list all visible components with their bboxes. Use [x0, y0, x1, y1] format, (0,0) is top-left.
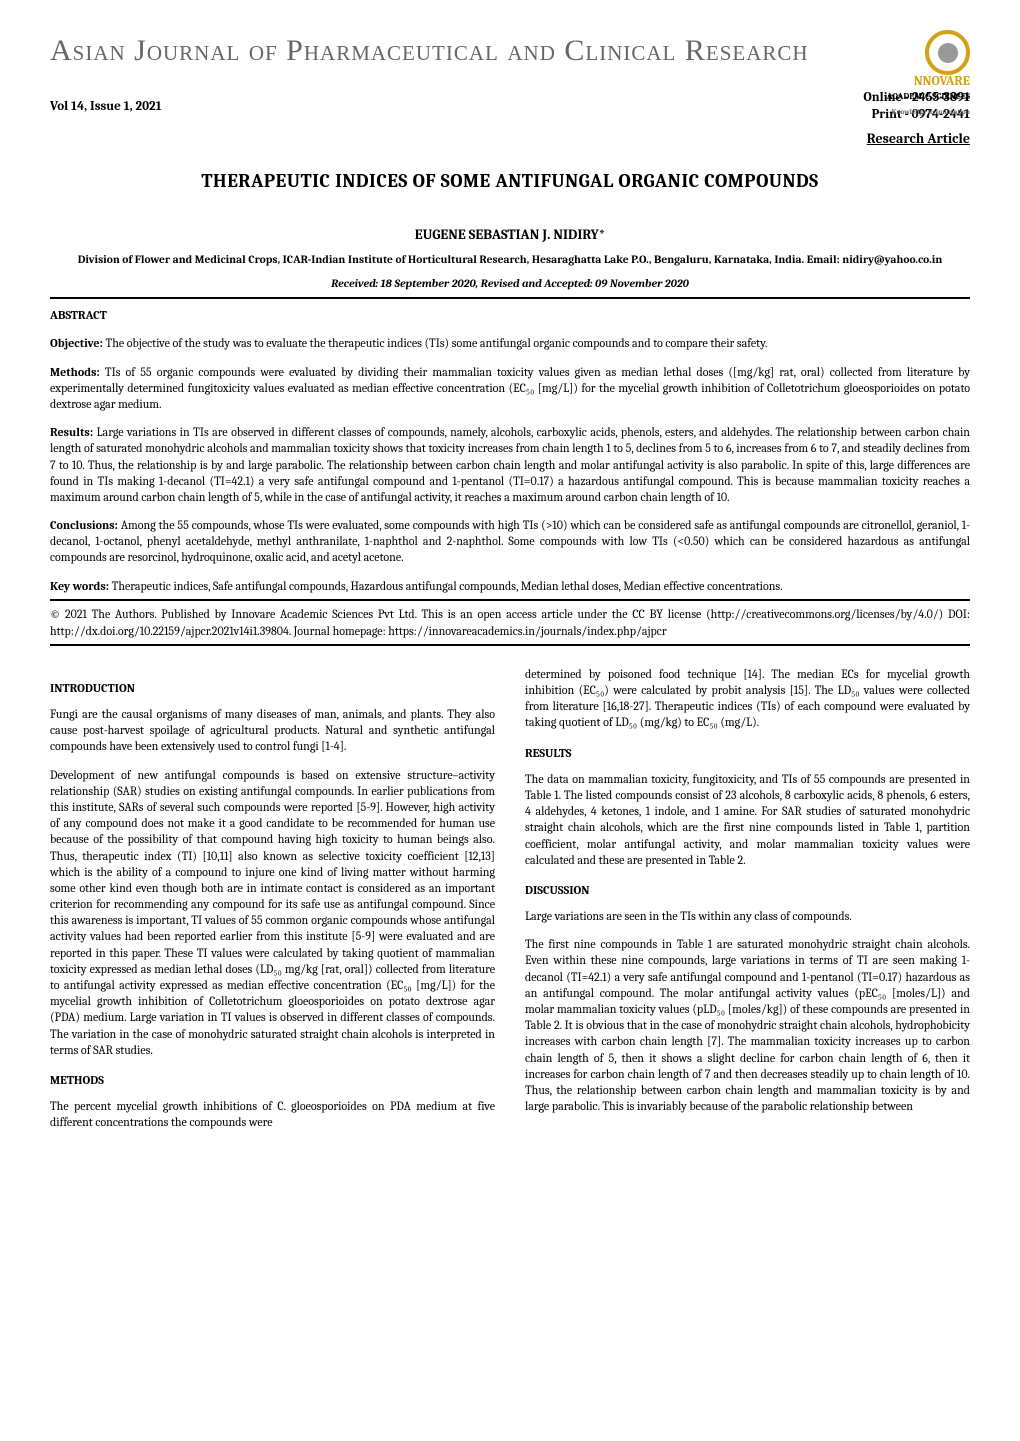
divider: [50, 599, 970, 601]
author-name: EUGENE SEBASTIAN J. NIDIRY*: [50, 225, 970, 245]
methods-paragraph: The percent mycelial growth inhibitions …: [50, 1098, 495, 1130]
license-text: © 2021 The Authors. Published by Innovar…: [50, 606, 970, 638]
journal-title: Asian Journal of Pharmaceutical and Clin…: [50, 30, 809, 72]
abstract-methods: Methods: TIs of 55 organic compounds wer…: [50, 364, 970, 413]
keywords: Key words: Therapeutic indices, Safe ant…: [50, 578, 970, 595]
abstract-results: Results: Large variations in TIs are obs…: [50, 424, 970, 505]
article-title: THERAPEUTIC INDICES OF SOME ANTIFUNGAL O…: [50, 168, 970, 195]
logo-icon: [925, 30, 970, 75]
intro-paragraph: Fungi are the causal organisms of many d…: [50, 706, 495, 755]
intro-paragraph: Development of new antifungal compounds …: [50, 767, 495, 1058]
results-heading: RESULTS: [525, 745, 970, 761]
divider: [50, 644, 970, 646]
logo-text: NNOVARE ACADEMIC SCIENCES Knowledge to I…: [887, 75, 970, 118]
article-type: Research Article: [50, 129, 970, 149]
discussion-paragraph: Large variations are seen in the TIs wit…: [525, 908, 970, 924]
abstract-objective: Objective: The objective of the study wa…: [50, 335, 970, 351]
results-paragraph: The data on mammalian toxicity, fungitox…: [525, 771, 970, 868]
methods-paragraph-cont: determined by poisoned food technique [1…: [525, 666, 970, 731]
right-column: determined by poisoned food technique [1…: [525, 666, 970, 1143]
article-dates: Received: 18 September 2020, Revised and…: [50, 276, 970, 292]
introduction-heading: INTRODUCTION: [50, 680, 495, 696]
discussion-paragraph: The first nine compounds in Table 1 are …: [525, 936, 970, 1114]
abstract-heading: ABSTRACT: [50, 307, 970, 324]
publisher-logo: NNOVARE ACADEMIC SCIENCES Knowledge to I…: [860, 30, 970, 80]
methods-heading: METHODS: [50, 1072, 495, 1088]
volume-issue: Vol 14, Issue 1, 2021: [50, 98, 162, 116]
discussion-heading: DISCUSSION: [525, 882, 970, 898]
author-affiliation: Division of Flower and Medicinal Crops, …: [50, 253, 970, 268]
divider: [50, 297, 970, 299]
left-column: INTRODUCTION Fungi are the causal organi…: [50, 666, 495, 1143]
abstract-conclusions: Conclusions: Among the 55 compounds, who…: [50, 517, 970, 566]
